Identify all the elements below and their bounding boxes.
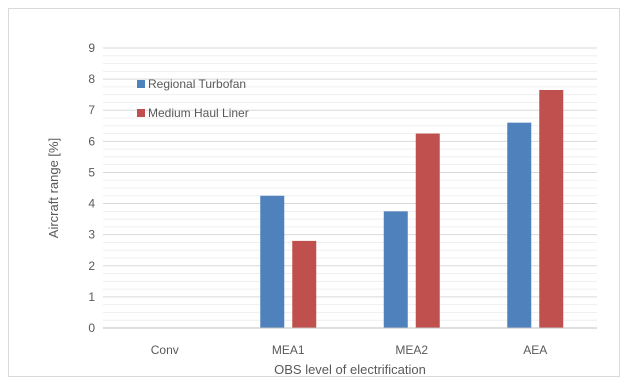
y-tick-label: 7: [88, 103, 95, 117]
y-tick-label: 8: [88, 72, 95, 86]
x-tick-labels: Conv MEA1 MEA2 AEA: [151, 343, 548, 357]
y-tick-label: 9: [88, 41, 95, 55]
x-tick-label: Conv: [151, 343, 179, 357]
x-axis-title: OBS level of electrification: [274, 362, 426, 377]
x-tick-label: MEA1: [272, 343, 305, 357]
y-axis-title: Aircraft range [%]: [46, 138, 61, 238]
legend-swatch-regional-turbofan: [137, 80, 145, 88]
y-tick-label: 0: [88, 321, 95, 335]
bar-medium-haul-liner-mea1: [292, 240, 317, 328]
bars: [260, 90, 564, 329]
bar-medium-haul-liner-aea: [539, 90, 564, 328]
y-tick-label: 3: [88, 228, 95, 242]
bar-regional-turbofan-mea1: [260, 195, 285, 328]
legend-label-regional-turbofan: Regional Turbofan: [148, 77, 246, 91]
x-tick-label: MEA2: [395, 343, 428, 357]
y-tick-label: 5: [88, 165, 95, 179]
bar-regional-turbofan-aea: [507, 122, 532, 329]
y-tick-labels: 0 1 2 3 4 5 6 7 8 9: [88, 41, 95, 335]
legend: Regional Turbofan Medium Haul Liner: [137, 77, 249, 120]
y-tick-label: 1: [88, 290, 95, 304]
legend-label-medium-haul-liner: Medium Haul Liner: [148, 106, 249, 120]
legend-swatch-medium-haul-liner: [137, 109, 145, 117]
bar-regional-turbofan-mea2: [383, 211, 408, 328]
y-tick-label: 2: [88, 259, 95, 273]
bar-medium-haul-liner-mea2: [415, 133, 440, 328]
y-tick-label: 6: [88, 134, 95, 148]
x-tick-label: AEA: [523, 343, 547, 357]
y-tick-label: 4: [88, 197, 95, 211]
